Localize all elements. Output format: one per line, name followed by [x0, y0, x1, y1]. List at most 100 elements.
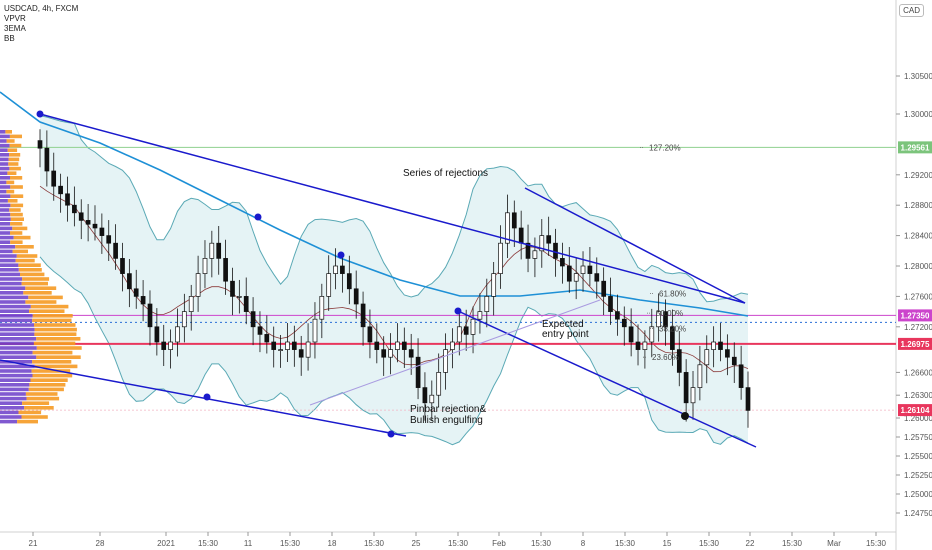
vpvr-bar-buy	[10, 212, 23, 217]
vpvr-bar-sell	[0, 341, 34, 346]
indicator-bb[interactable]: BB	[4, 34, 15, 43]
candle-body	[333, 265, 338, 274]
vpvr-bar-sell	[0, 346, 37, 350]
vpvr-bar-sell	[0, 369, 32, 373]
x-tick-label: 22	[746, 539, 755, 548]
vpvr-bar-buy	[13, 235, 31, 240]
candle-body	[676, 349, 682, 373]
candle-body	[456, 326, 462, 343]
candle-body	[697, 364, 703, 388]
vpvr-bar-buy	[33, 341, 76, 346]
candle-body	[477, 311, 483, 320]
vpvr-bar-buy	[7, 148, 18, 152]
symbol-title[interactable]: USDCAD, 4h, FXCM	[4, 4, 79, 13]
candle-body	[51, 170, 57, 187]
vpvr-bar-sell	[0, 378, 31, 382]
indicator-3ema[interactable]: 3EMA	[4, 24, 26, 33]
vpvr-bar-buy	[9, 208, 21, 212]
vpvr-bar-buy	[22, 277, 50, 281]
y-tick-label: 1.27200	[904, 323, 932, 332]
vpvr-bar-buy	[25, 392, 58, 396]
candle-body	[65, 193, 70, 206]
x-tick-label: 15:30	[198, 539, 219, 548]
vpvr-bar-buy	[12, 249, 28, 254]
candle-body	[175, 326, 180, 343]
vpvr-bar-buy	[34, 327, 77, 332]
x-tick-label: 15:30	[866, 539, 887, 548]
vpvr-bar-buy	[31, 369, 71, 373]
vpvr-bar-sell	[0, 148, 8, 152]
vpvr-bar-buy	[10, 185, 23, 189]
y-tick-label: 1.25500	[904, 452, 932, 461]
vpvr-bar-sell	[0, 222, 11, 226]
candle-body	[725, 349, 730, 358]
vpvr-bar-sell	[0, 309, 29, 313]
vpvr-bar-buy	[20, 272, 45, 277]
candle-body	[243, 296, 249, 312]
indicator-vpvr[interactable]: VPVR	[4, 14, 26, 23]
fib-level-label: 23.60%	[652, 353, 679, 362]
candle-body	[656, 311, 661, 328]
annotation-entry-point: entry point	[542, 329, 589, 340]
candle-body	[285, 341, 290, 350]
vpvr-bar-buy	[22, 401, 50, 405]
vpvr-bar-sell	[0, 281, 22, 286]
candle-body	[161, 341, 167, 350]
vpvr-bar-sell	[0, 185, 11, 189]
price-tag-last-bg	[898, 404, 932, 417]
vpvr-bar-sell	[0, 300, 26, 304]
y-tick-label: 1.30500	[904, 72, 932, 81]
vpvr-bar-sell	[0, 304, 31, 309]
candle-body	[340, 265, 345, 274]
candle-body	[202, 258, 208, 274]
x-tick-label: 15:30	[364, 539, 385, 548]
y-tick-label: 1.26600	[904, 368, 932, 377]
vpvr-bar-buy	[10, 217, 24, 221]
vpvr-bar-buy	[9, 134, 22, 139]
currency-button[interactable]: CAD	[899, 4, 924, 17]
vpvr-bar-sell	[0, 176, 10, 180]
vpvr-bar-buy	[24, 406, 54, 410]
x-tick-label: 15	[663, 539, 672, 548]
candle-body	[58, 185, 63, 195]
trendline-anchor-point	[337, 251, 345, 259]
vpvr-bar-buy	[32, 350, 73, 355]
candle-body	[319, 296, 325, 320]
vpvr-bar-buy	[21, 415, 48, 419]
candle-body	[470, 318, 476, 335]
vpvr-bar-sell	[0, 139, 7, 143]
price-tag-magenta: 1.27350	[901, 311, 930, 320]
trendline-anchor-point	[454, 307, 462, 315]
vpvr-bar-buy	[21, 281, 48, 286]
bollinger-basis	[39, 185, 749, 373]
vpvr-bar-sell	[0, 419, 18, 424]
candle-body	[113, 242, 118, 259]
vpvr-bar-sell	[0, 153, 10, 157]
candle-body	[580, 265, 586, 274]
wedge-upper-line	[524, 187, 746, 304]
vpvr-bar-sell	[0, 350, 33, 355]
candle-body	[566, 265, 572, 282]
vpvr-bar-buy	[18, 268, 42, 272]
candle-body	[381, 349, 387, 358]
candle-body	[278, 349, 283, 351]
vpvr-bar-sell	[0, 387, 29, 392]
vpvr-bar-sell	[0, 373, 33, 378]
trendline-anchor-point	[36, 110, 44, 118]
y-tick-label: 1.28400	[904, 232, 932, 241]
x-tick-label: 15:30	[531, 539, 552, 548]
vpvr-bar-buy	[34, 323, 76, 327]
candle-body	[560, 258, 565, 267]
vpvr-bar-sell	[0, 364, 35, 369]
vpvr-bar-buy	[10, 194, 24, 198]
x-tick-label: 2021	[157, 539, 175, 548]
candle-body	[78, 212, 84, 221]
candle-body	[346, 273, 352, 290]
vpvr-bar-sell	[0, 130, 6, 134]
x-tick-label: 8	[581, 539, 586, 548]
x-tick-label: 15:30	[448, 539, 469, 548]
y-tick-label: 1.26300	[904, 391, 932, 400]
candle-body	[264, 334, 270, 343]
